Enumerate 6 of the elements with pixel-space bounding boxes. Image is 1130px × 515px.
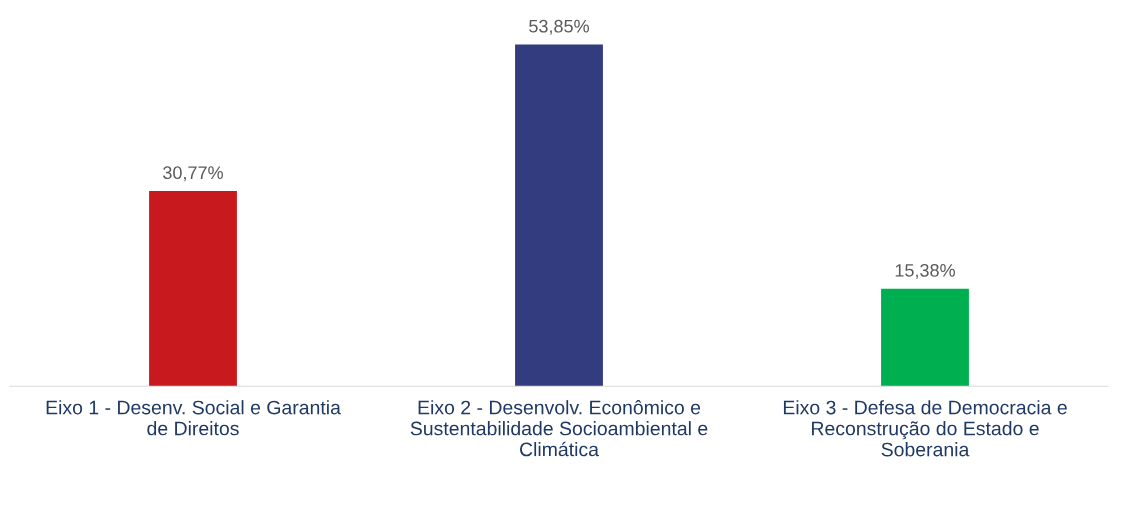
data-label: 15,38% [895, 263, 955, 279]
x-tick-label: Eixo 3 - Defesa de Democracia e Reconstrução do Estado e Soberania [783, 400, 1067, 457]
data-label: 53,85% [529, 19, 589, 35]
x-tick-label: Eixo 2 - Desenvolv. Econômico e Sustentabilidade Socioambiental e Climática [410, 400, 708, 457]
data-label: 30,77% [163, 166, 223, 182]
x-tick-label: Eixo 1 - Desenv. Social e Garantia de Direitos [46, 400, 341, 436]
